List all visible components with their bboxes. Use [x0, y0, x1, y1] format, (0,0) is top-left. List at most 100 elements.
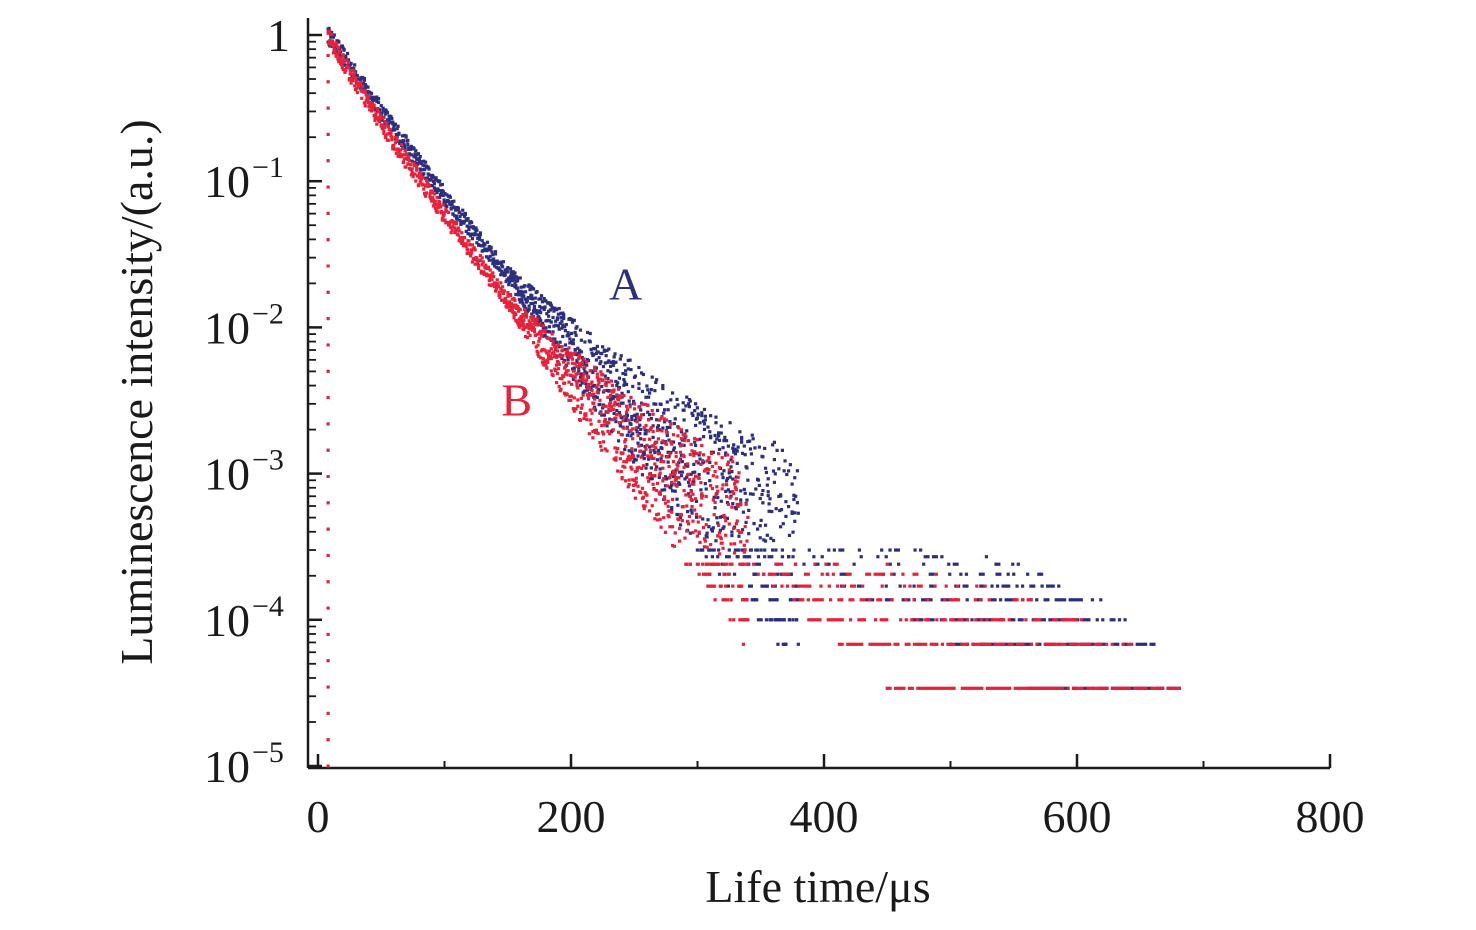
- series-B-point: [635, 466, 639, 470]
- series-B-point: [722, 513, 726, 518]
- series-B-point: [484, 266, 488, 270]
- series-B-point: [679, 437, 684, 441]
- series-B-point: [841, 584, 845, 588]
- series-A-point: [1057, 598, 1061, 602]
- series-A-point: [513, 271, 517, 275]
- series-B-point: [724, 562, 729, 566]
- series-B-point: [651, 429, 655, 434]
- series-B-point: [673, 478, 677, 482]
- series-A-point: [663, 408, 667, 412]
- series-A-point: [779, 572, 784, 576]
- series-B-point: [1041, 686, 1045, 690]
- series-B-point: [1077, 686, 1081, 690]
- series-B-point: [668, 475, 672, 479]
- series-A-point: [724, 439, 729, 443]
- series-B-point: [650, 504, 654, 508]
- series-A-point: [892, 572, 896, 576]
- series-A-point: [451, 212, 455, 216]
- series-A-point: [921, 598, 925, 602]
- series-B-point: [413, 172, 417, 176]
- series-B-point: [731, 460, 735, 464]
- series-A-point: [788, 463, 792, 467]
- series-label-A: A: [609, 259, 642, 310]
- series-A-point: [756, 478, 761, 482]
- series-A-point: [745, 466, 749, 470]
- series-B-point: [573, 350, 577, 355]
- series-B-point: [1047, 686, 1051, 690]
- series-A-point: [1004, 598, 1008, 602]
- series-B-point: [617, 404, 622, 408]
- series-A-point: [745, 555, 749, 559]
- series-A-point: [715, 516, 719, 520]
- series-B-point: [1094, 686, 1098, 690]
- series-A-point: [655, 418, 659, 422]
- series-B-point: [589, 382, 593, 386]
- series-A-point: [556, 312, 560, 316]
- series-A-point: [770, 555, 774, 559]
- series-A-point: [444, 200, 448, 204]
- series-A-point: [642, 456, 646, 461]
- series-B-point: [487, 279, 491, 283]
- series-A-point: [1001, 584, 1005, 588]
- series-B-point: [932, 686, 937, 690]
- series-A-point: [752, 521, 756, 526]
- series-B-point: [701, 572, 706, 576]
- series-A-point: [842, 572, 846, 576]
- series-A-point: [443, 191, 447, 196]
- series-A-point: [763, 548, 767, 552]
- series-A-point: [715, 437, 719, 441]
- series-B-point: [1088, 642, 1092, 646]
- series-B-point: [730, 455, 734, 459]
- series-A-point: [763, 555, 767, 559]
- series-A-point: [553, 339, 557, 344]
- series-A-point: [466, 217, 470, 221]
- series-A-point: [461, 212, 465, 216]
- series-A-point: [792, 497, 796, 502]
- series-B-point: [616, 387, 621, 391]
- series-B-point: [366, 100, 370, 105]
- series-A-point: [437, 188, 441, 193]
- series-A-point: [536, 310, 540, 314]
- series-B-point: [628, 458, 632, 462]
- series-B-point: [873, 572, 877, 576]
- series-A-point: [380, 118, 384, 122]
- series-B-point: [679, 428, 684, 432]
- series-B-point: [667, 464, 671, 469]
- series-A-point: [442, 198, 446, 202]
- series-B-point: [616, 398, 621, 402]
- series-B-point: [540, 360, 545, 364]
- series-A-point: [763, 539, 768, 543]
- series-B-point: [545, 366, 549, 370]
- series-B-point: [442, 211, 446, 215]
- series-A-point: [586, 359, 591, 363]
- series-A-point: [661, 383, 665, 388]
- series-A-point: [545, 312, 549, 316]
- series-A-point: [477, 237, 482, 241]
- series-A-point: [637, 382, 641, 386]
- series-A-point: [857, 548, 862, 552]
- series-B-point: [779, 562, 784, 566]
- series-A-point: [562, 358, 567, 363]
- series-A-point: [441, 193, 445, 198]
- series-A-point: [699, 548, 703, 552]
- series-A-point: [796, 642, 800, 646]
- series-B-point: [896, 686, 900, 690]
- series-A-point: [870, 598, 875, 602]
- series-A-point: [566, 357, 570, 362]
- series-A-point: [390, 116, 394, 121]
- series-B-point: [632, 402, 637, 406]
- series-A-point: [504, 270, 508, 274]
- series-B-point: [977, 686, 981, 690]
- series-A-point: [710, 529, 715, 533]
- series-A-point: [614, 360, 618, 364]
- series-B-point: [408, 163, 413, 167]
- series-B-point: [523, 326, 527, 330]
- series-A-point: [630, 414, 634, 419]
- series-B-point: [960, 686, 964, 690]
- series-B-point: [721, 546, 725, 550]
- series-B-point: [921, 686, 926, 690]
- series-A-point: [490, 258, 494, 262]
- series-A-point: [553, 337, 557, 341]
- series-A-point: [578, 379, 582, 383]
